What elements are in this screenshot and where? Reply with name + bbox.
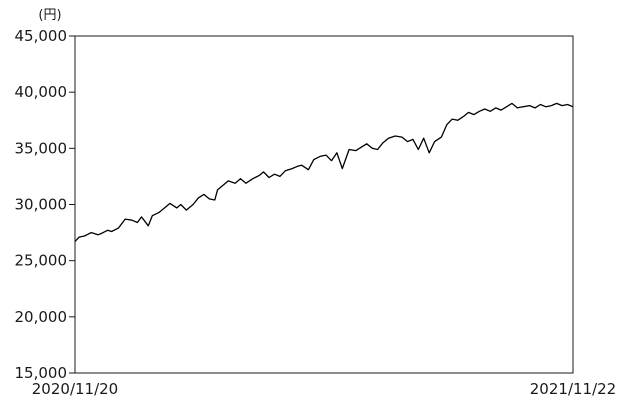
y-tick-label: 20,000 [15,308,68,326]
x-axis: 2020/11/20 2021/11/22 [32,380,616,398]
x-tick-label: 2020/11/20 [32,380,118,398]
y-tick-label: 25,000 [15,252,68,270]
plot-frame [74,35,574,374]
y-tick-label: 45,000 [15,27,68,45]
x-tick-label: 2021/11/22 [530,380,616,398]
y-axis: 15,000 20,000 25,000 30,000 35,000 40,000 45,0… [15,27,75,382]
y-tick-label: 30,000 [15,196,68,214]
y-tick-label: 35,000 [15,139,68,157]
price-line [74,102,574,243]
y-axis-unit-label: (円) [38,8,61,23]
y-tick-label: 15,000 [15,364,68,382]
y-tick-label: 40,000 [15,83,68,101]
